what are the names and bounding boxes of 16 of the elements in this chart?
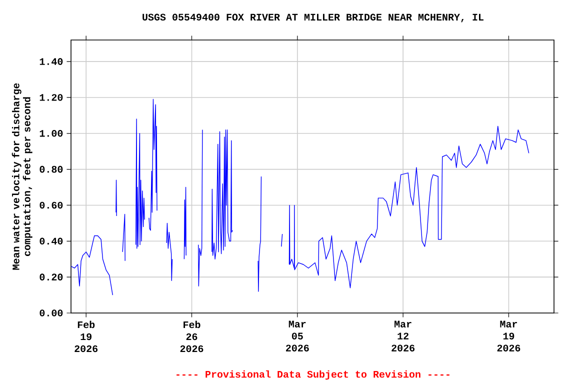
y-tick-label: 0.40	[40, 238, 63, 245]
x-tick-label: Feb 26 2026	[180, 320, 204, 352]
chart-title: USGS 05549400 FOX RIVER AT MILLER BRIDGE NEAR MCHENRY, IL	[142, 14, 484, 22]
y-tick-label: 0.60	[40, 202, 63, 209]
y-tick-label: 1.00	[40, 130, 63, 137]
x-tick-label: Feb 19 2026	[74, 320, 98, 352]
y-tick-label: 0.80	[40, 166, 63, 173]
y-tick-label: 0.20	[40, 274, 63, 280]
x-tick-label: Mar 19 2026	[497, 320, 520, 352]
text: ---- Provisional Data Subject to Revision ----	[176, 370, 450, 380]
x-tick-label: Mar 12 2026	[392, 320, 415, 352]
x-tick-label: Mar 05 2026	[286, 320, 309, 352]
y-tick-label: 1.20	[40, 94, 63, 101]
y-tick-label: 1.40	[40, 58, 63, 65]
y-tick-label: 0.00	[40, 310, 63, 316]
y-axis-title: Mean water velocity for discharge computation, feet per second	[12, 83, 32, 270]
